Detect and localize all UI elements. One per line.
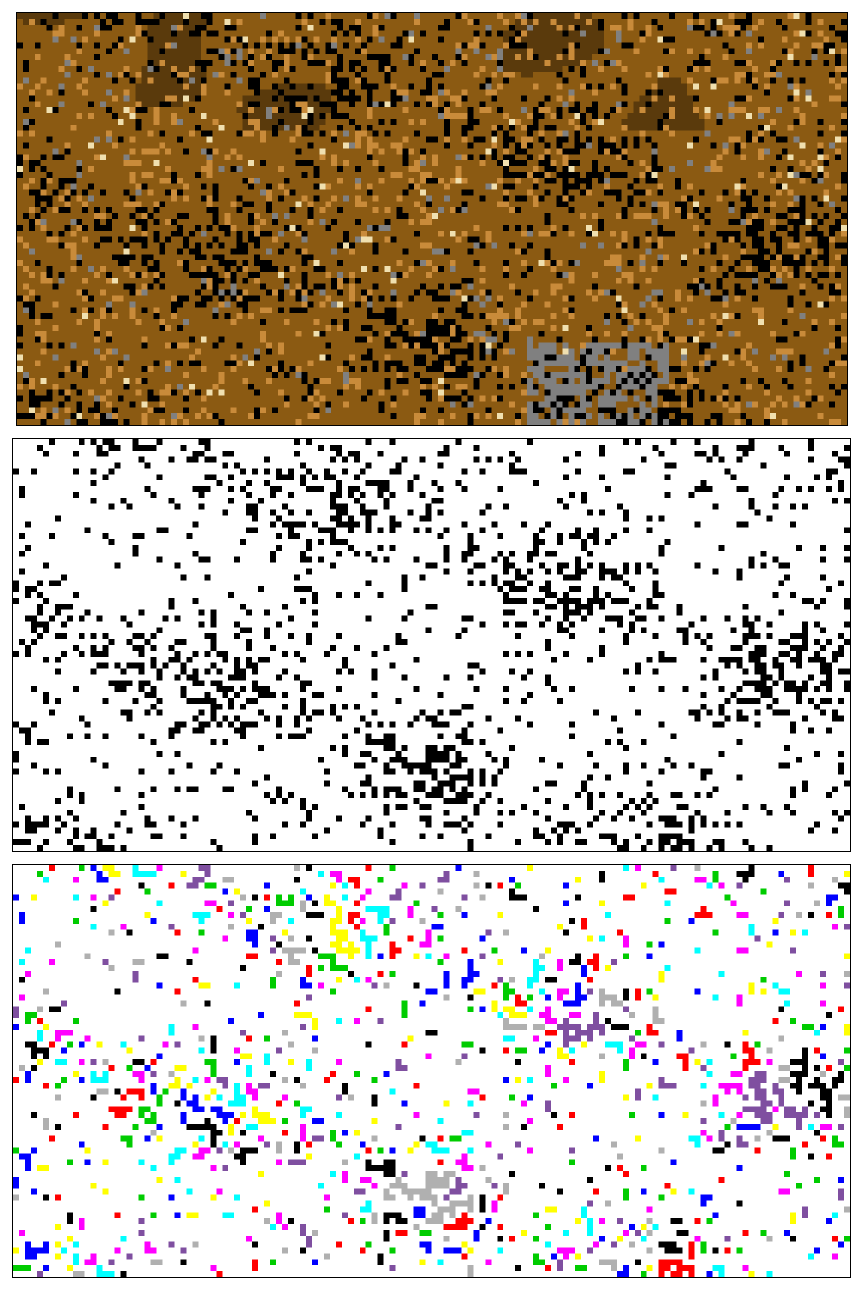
cluster-panel	[12, 864, 851, 1278]
terrain-panel	[16, 12, 848, 426]
cluster-raster	[13, 865, 850, 1277]
binary-mask-raster	[13, 439, 850, 851]
binary-mask-panel	[12, 438, 851, 852]
terrain-raster	[17, 13, 847, 425]
